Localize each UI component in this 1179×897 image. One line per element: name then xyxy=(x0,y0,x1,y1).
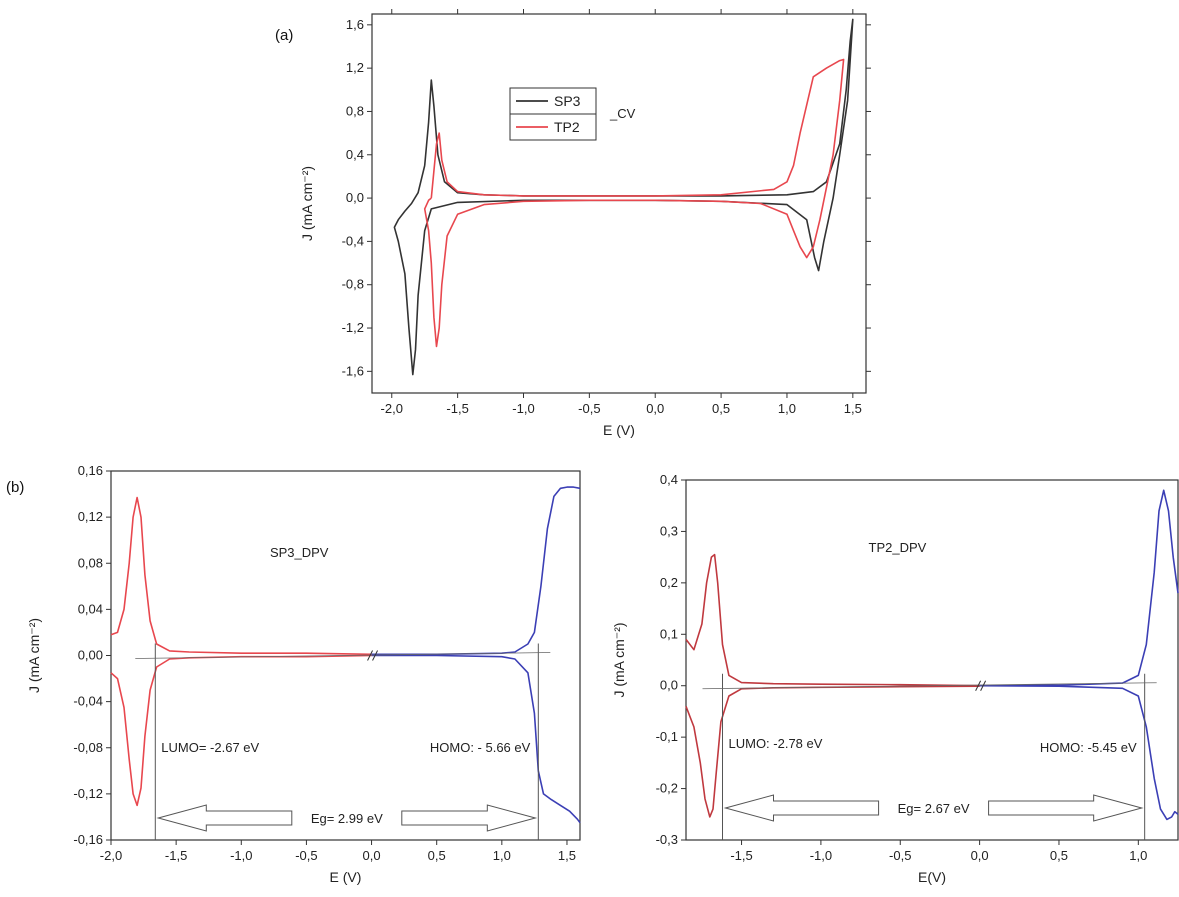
x-tick-label: -1,5 xyxy=(730,848,752,863)
panel-label-b: (b) xyxy=(6,479,24,496)
x-tick-label: -0,5 xyxy=(578,401,600,416)
x-tick-label: 0,5 xyxy=(1050,848,1068,863)
chart-title: SP3_DPV xyxy=(270,545,329,560)
eg-label: Eg= 2.99 eV xyxy=(311,811,383,826)
x-tick-label: 1,5 xyxy=(558,848,576,863)
y-tick-label: -0,4 xyxy=(342,233,364,248)
lumo-label: LUMO: -2.78 eV xyxy=(729,736,823,751)
y-tick-label: -0,04 xyxy=(73,694,103,709)
y-tick-label: 0,2 xyxy=(660,575,678,590)
baseline-tangent xyxy=(135,652,551,659)
y-tick-label: 0,00 xyxy=(78,648,103,663)
y-tick-label: 0,8 xyxy=(346,103,364,118)
x-tick-label: -1,0 xyxy=(230,848,252,863)
legend-suffix: _CV xyxy=(609,106,636,121)
baseline-tangent xyxy=(702,682,1157,690)
x-axis-title: E (V) xyxy=(330,869,362,885)
axis-break-mark xyxy=(975,680,982,691)
eg-arrow-left xyxy=(723,794,880,822)
y-tick-label: 1,2 xyxy=(346,60,364,75)
plot-frame xyxy=(685,479,1179,841)
eg-arrow-left xyxy=(156,804,293,832)
legend-label: TP2 xyxy=(554,119,580,135)
x-tick-label: 1,0 xyxy=(493,848,511,863)
plot-frame xyxy=(371,13,867,394)
axis-break-mark xyxy=(367,650,374,661)
tp2-dpv-chart: -1,5 -1,0 -0,5 0,0 0,5 1,0 -0,3 -0,2 -0,1 0,0 0,1 0… xyxy=(611,472,1179,885)
series-line-1 xyxy=(110,654,372,807)
sp3-dpv-chart: -2,0 -1,5 -1,0 -0,5 0,0 0,5 1,0 1,5 -0,16 -0,12 -0… xyxy=(26,463,581,885)
y-axis-title: J (mA cm⁻²) xyxy=(26,618,42,693)
series-line-3 xyxy=(979,684,1179,821)
x-tick-label: 0,0 xyxy=(971,848,989,863)
y-tick-label: -0,08 xyxy=(73,740,103,755)
y-tick-label: -0,12 xyxy=(73,786,103,801)
x-tick-label: 1,0 xyxy=(778,401,796,416)
legend-label: SP3 xyxy=(554,93,581,109)
y-axis-title: J (mA cm⁻²) xyxy=(611,622,627,697)
y-tick-label: 0,04 xyxy=(78,601,103,616)
x-tick-label: -0,5 xyxy=(295,848,317,863)
y-tick-label: 0,0 xyxy=(346,190,364,205)
y-tick-label: 0,4 xyxy=(346,147,364,162)
y-tick-label: 1,6 xyxy=(346,17,364,32)
cv-chart: -2,0 -1,5 -1,0 -0,5 0,0 0,5 1,0 1,5 -1,6 -1,2 -0,8… xyxy=(299,9,871,438)
y-tick-label: -0,2 xyxy=(656,781,678,796)
panel-label-a: (a) xyxy=(275,27,293,44)
y-tick-label: 0,3 xyxy=(660,523,678,538)
x-tick-label: 1,0 xyxy=(1129,848,1147,863)
series-line-1 xyxy=(685,685,980,818)
y-tick-label: -0,16 xyxy=(73,832,103,847)
chart-title: TP2_DPV xyxy=(869,540,927,555)
eg-arrow-right xyxy=(988,794,1144,822)
x-tick-label: -1,5 xyxy=(165,848,187,863)
series-line-2 xyxy=(371,486,581,656)
x-tick-label: -1,0 xyxy=(810,848,832,863)
x-tick-label: -2,0 xyxy=(100,848,122,863)
y-tick-label: 0,12 xyxy=(78,509,103,524)
x-tick-label: 1,5 xyxy=(844,401,862,416)
x-tick-label: 0,5 xyxy=(712,401,730,416)
y-tick-label: 0,08 xyxy=(78,555,103,570)
x-tick-label: -2,0 xyxy=(381,401,403,416)
homo-label: HOMO: - 5.66 eV xyxy=(430,740,531,755)
x-tick-label: -1,5 xyxy=(446,401,468,416)
lumo-label: LUMO= -2.67 eV xyxy=(161,740,259,755)
y-tick-label: -0,3 xyxy=(656,832,678,847)
x-tick-label: 0,5 xyxy=(428,848,446,863)
y-tick-label: -0,8 xyxy=(342,277,364,292)
series-line-2 xyxy=(979,489,1179,687)
eg-label: Eg= 2.67 eV xyxy=(898,801,970,816)
x-tick-label: 0,0 xyxy=(646,401,664,416)
y-tick-label: -1,2 xyxy=(342,320,364,335)
y-tick-label: 0,4 xyxy=(660,472,678,487)
series-tp2-line xyxy=(423,58,845,348)
homo-label: HOMO: -5.45 eV xyxy=(1040,740,1137,755)
y-tick-label: 0,0 xyxy=(660,678,678,693)
x-tick-label: -1,0 xyxy=(512,401,534,416)
x-tick-label: -0,5 xyxy=(889,848,911,863)
series-line-0 xyxy=(110,496,372,656)
y-tick-label: -0,1 xyxy=(656,729,678,744)
x-tick-label: 0,0 xyxy=(363,848,381,863)
y-tick-label: 0,1 xyxy=(660,626,678,641)
series-line-0 xyxy=(685,553,980,687)
axis-break-mark xyxy=(372,650,379,661)
y-tick-label: 0,16 xyxy=(78,463,103,478)
series-sp3-line xyxy=(393,18,854,376)
y-tick-label: -1,6 xyxy=(342,363,364,378)
eg-arrow-right xyxy=(401,804,538,832)
y-axis-title: J (mA cm⁻²) xyxy=(299,166,315,241)
x-axis-title: E (V) xyxy=(603,422,635,438)
axis-break-mark xyxy=(980,680,987,691)
x-axis-title: E(V) xyxy=(918,869,946,885)
